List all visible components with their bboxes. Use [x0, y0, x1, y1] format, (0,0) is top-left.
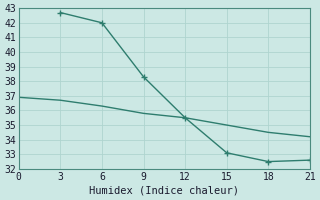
X-axis label: Humidex (Indice chaleur): Humidex (Indice chaleur) — [89, 186, 239, 196]
